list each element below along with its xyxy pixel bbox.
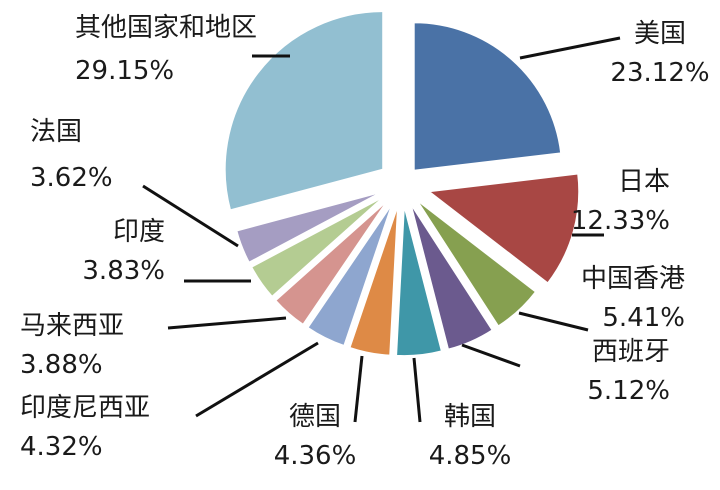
slice-value-1: 23.12%: [610, 58, 709, 88]
slice-value-8: 3.88%: [20, 350, 103, 380]
leader-line-1: [519, 36, 621, 60]
pie-slice-5: [395, 205, 443, 357]
slice-label-11: 其他国家和地区: [75, 13, 257, 43]
slice-label-7: 印度尼西亚: [20, 393, 150, 423]
slice-label-5: 韩国: [444, 402, 496, 432]
slice-label-10: 法国: [30, 117, 82, 147]
slice-value-10: 3.62%: [30, 163, 113, 193]
pie-slice-7: [306, 203, 393, 347]
slice-value-2: 12.33%: [571, 206, 670, 236]
slice-value-4: 5.12%: [587, 376, 670, 406]
pie-slice-4: [410, 203, 494, 351]
slice-label-8: 马来西亚: [20, 311, 124, 341]
slice-label-1: 美国: [634, 19, 686, 49]
pie-slice-9: [250, 195, 385, 298]
leader-line-6: [353, 355, 364, 423]
slice-label-3: 中国香港: [581, 264, 685, 294]
leader-line-5: [412, 357, 422, 423]
slice-value-5: 4.85%: [429, 441, 512, 471]
leader-line-8: [167, 316, 287, 330]
slice-value-6: 4.36%: [274, 441, 357, 471]
pie-slice-10: [235, 191, 382, 264]
leader-line-7: [195, 341, 319, 418]
leader-line-3: [518, 311, 589, 332]
pie-slice-6: [348, 205, 399, 357]
pie-slice-1: [413, 21, 562, 172]
slice-label-2: 日本: [618, 167, 670, 197]
pie-slice-8: [274, 199, 389, 326]
slice-value-9: 3.83%: [82, 256, 165, 286]
slice-label-6: 德国: [289, 402, 341, 432]
pie-slice-11: [224, 10, 384, 212]
slice-value-3: 5.41%: [602, 303, 685, 333]
slice-value-11: 29.15%: [75, 56, 174, 86]
slice-label-4: 西班牙: [592, 337, 670, 367]
pie-slice-2: [427, 172, 580, 285]
slice-label-9: 印度: [113, 217, 165, 247]
pie-slice-3: [416, 199, 537, 328]
leader-line-4: [461, 343, 521, 368]
slice-value-7: 4.32%: [20, 432, 103, 462]
leader-line-10: [142, 184, 239, 248]
